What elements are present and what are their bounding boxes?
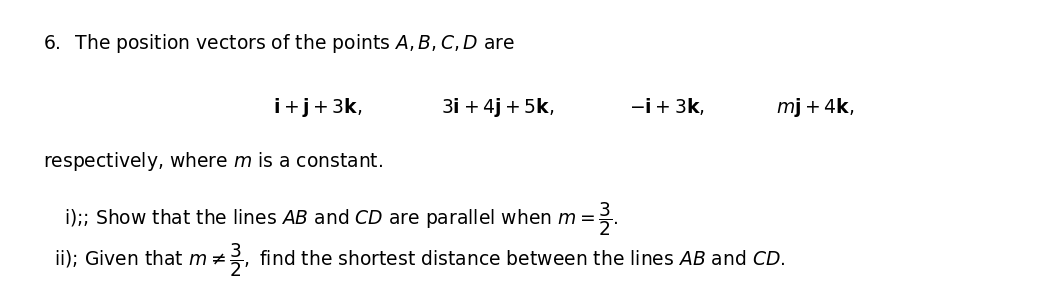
Text: $-\mathbf{i} + 3\mathbf{k},$: $-\mathbf{i} + 3\mathbf{k},$ <box>629 96 705 117</box>
Text: $\text{i)\;\; Show that the lines } AB \text{ and } CD \text{ are parallel when : $\text{i)\;\; Show that the lines } AB \… <box>64 201 619 239</box>
Text: $\text{ii)\; Given that } m \neq \dfrac{3}{2}, \text{ find the shortest distance: $\text{ii)\; Given that } m \neq \dfrac{… <box>53 241 786 279</box>
Text: $3\mathbf{i} + 4\mathbf{j} + 5\mathbf{k},$: $3\mathbf{i} + 4\mathbf{j} + 5\mathbf{k}… <box>441 96 554 119</box>
Text: $\mathbf{i} + \mathbf{j} + 3\mathbf{k},$: $\mathbf{i} + \mathbf{j} + 3\mathbf{k},$ <box>274 96 363 119</box>
Text: $m\mathbf{j} + 4\mathbf{k},$: $m\mathbf{j} + 4\mathbf{k},$ <box>775 96 854 119</box>
Text: $\text{respectively, where } m \text{ is a constant.}$: $\text{respectively, where } m \text{ is… <box>43 149 383 173</box>
Text: $6.\;\; \text{The position vectors of the points } A, B, C, D \text{ are}$: $6.\;\; \text{The position vectors of th… <box>43 32 515 55</box>
